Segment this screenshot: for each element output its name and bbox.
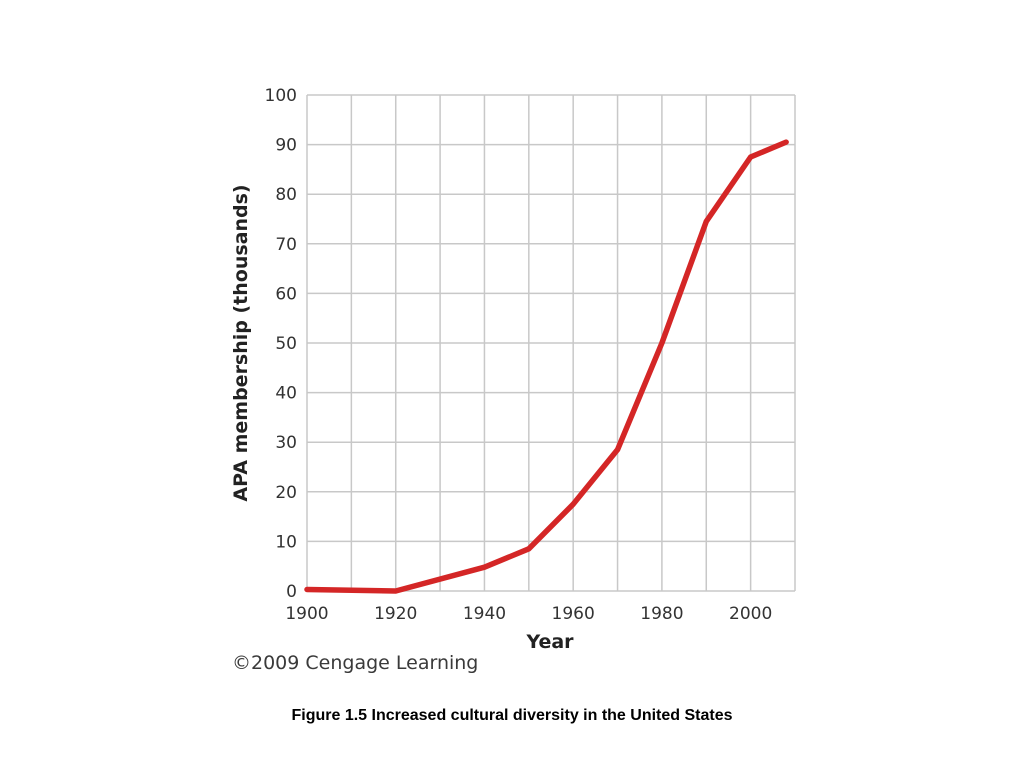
y-tick-label: 60 [275,284,297,304]
y-tick-label: 20 [275,483,297,503]
x-tick-label: 2000 [729,604,772,624]
y-tick-label: 0 [286,582,297,602]
x-tick-label: 1920 [374,604,417,624]
series-line [304,139,789,594]
x-axis-title: Year [525,631,574,653]
y-tick-label: 10 [275,532,297,552]
y-tick-label: 70 [275,235,297,255]
y-tick-label: 50 [275,334,297,354]
y-tick-label: 100 [265,86,297,106]
grid [306,94,796,592]
x-tick-label: 1940 [463,604,506,624]
y-tick-label: 40 [275,384,297,404]
y-axis-title: APA membership (thousands) [230,184,252,501]
copyright-notice: ©2009 Cengage Learning [232,652,478,674]
x-tick-labels: 1900 1920 1940 1960 1980 2000 [285,604,772,624]
y-tick-labels: 0 10 20 30 40 50 60 70 80 90 100 [265,86,297,602]
series [304,139,789,594]
y-tick-label: 80 [275,185,297,205]
y-tick-label: 30 [275,433,297,453]
x-tick-label: 1900 [285,604,328,624]
figure-caption: Figure 1.5 Increased cultural diversity … [291,707,733,724]
y-tick-label: 90 [275,136,297,156]
x-tick-label: 1980 [640,604,683,624]
x-tick-label: 1960 [552,604,595,624]
